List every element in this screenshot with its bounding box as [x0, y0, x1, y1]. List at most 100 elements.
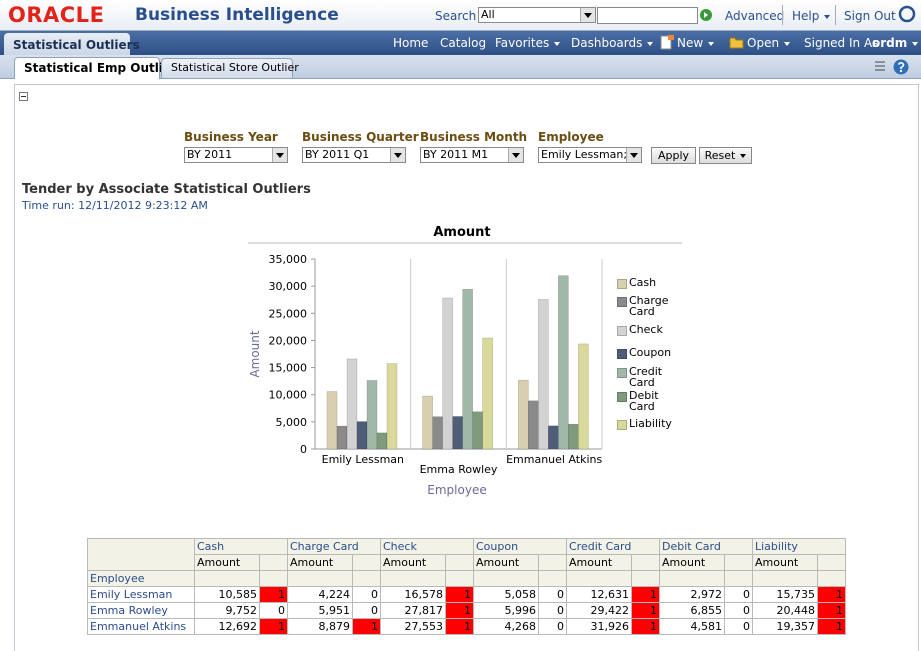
flag-cell: 1: [445, 586, 474, 603]
tab-active[interactable]: [14, 57, 160, 79]
flag-cell: 0: [352, 602, 381, 619]
data-row: Emma Rowley 9,752 0 5,951 0 27,817 1 5,996 0 29,4…: [87, 602, 846, 619]
page-options[interactable]: [873, 58, 913, 76]
favorites-label: Favorites: [495, 36, 550, 50]
prompt-label: Business Quarter: [302, 130, 419, 144]
flag-cell: 1: [259, 618, 288, 635]
column-header[interactable]: Cash: [194, 538, 288, 555]
flag-cell: 0: [352, 586, 381, 603]
prompt-value: BY 2011: [187, 148, 233, 161]
tab[interactable]: [161, 58, 293, 78]
collapse-icon[interactable]: [19, 92, 29, 102]
employee-cell[interactable]: Emmanuel Atkins: [87, 618, 195, 635]
chart: Amount 0 5,000 10,000 15,000 20,000 25,000 30,0…: [248, 225, 682, 497]
legend-label: Liability: [629, 417, 672, 430]
measure-header: Amount: [659, 554, 725, 571]
blank-cell: [259, 570, 288, 587]
reset-label: Reset: [704, 149, 736, 162]
bar: [548, 425, 559, 450]
bar: [472, 411, 483, 450]
pivot-table: Cash Charge Card Check Coupon Credit Card Deb…: [87, 538, 846, 635]
dashboards-label: Dashboards: [571, 36, 643, 50]
amount-cell: 4,224: [287, 586, 353, 603]
prompt-select[interactable]: Emily Lessman;Er: [538, 147, 642, 163]
header-row: Cash Charge Card Check Coupon Credit Card Deb…: [87, 538, 846, 571]
blank-cell: [287, 570, 353, 587]
search-scope[interactable]: All: [478, 7, 596, 23]
sign-out-link[interactable]: Sign Out: [844, 9, 896, 23]
column-header[interactable]: Charge Card: [287, 538, 381, 555]
employee-cell[interactable]: Emily Lessman: [87, 586, 195, 603]
prompt-select[interactable]: BY 2011: [184, 147, 288, 163]
sign-out-icon[interactable]: [898, 5, 916, 23]
flag-cell: 1: [631, 586, 660, 603]
employee-cell[interactable]: Emma Rowley: [87, 602, 195, 619]
prompt-value: BY 2011 M1: [423, 148, 489, 161]
open-label: Open: [747, 36, 780, 50]
search-go[interactable]: [699, 8, 713, 22]
amount-cell: 5,058: [473, 586, 539, 603]
legend-swatch: [617, 326, 627, 336]
help-menu[interactable]: Help: [792, 9, 830, 23]
measure-header: Amount: [752, 554, 818, 571]
catalog-link[interactable]: Catalog: [440, 36, 487, 50]
flag-cell: 1: [631, 602, 660, 619]
flag-cell: 1: [817, 586, 846, 603]
flag-header: [724, 554, 753, 571]
y-axis-label: Amount: [248, 330, 262, 377]
page-tab-label: Statistical Outliers: [13, 38, 140, 52]
flag-cell: 0: [724, 602, 753, 619]
measure-header: Amount: [194, 554, 260, 571]
page-tab[interactable]: [4, 33, 130, 55]
advanced-link[interactable]: Advanced: [725, 9, 785, 23]
blank-cell: [817, 570, 846, 587]
home-link[interactable]: Home: [393, 36, 429, 50]
bar: [482, 337, 493, 450]
y-tick-label: 15,000: [269, 362, 308, 375]
dashboards-menu[interactable]: Dashboards: [571, 36, 653, 50]
y-tick-label: 25,000: [269, 307, 308, 320]
favorites-menu[interactable]: Favorites: [495, 36, 560, 50]
column-header[interactable]: Liability: [752, 538, 846, 555]
time-run: Time run: 12/11/2012 9:23:12 AM: [22, 199, 208, 212]
amount-cell: 31,926: [566, 618, 632, 635]
amount-cell: 9,752: [194, 602, 260, 619]
prompt-value: Emily Lessman;Er: [541, 148, 639, 161]
user-menu[interactable]: ordm: [872, 36, 918, 50]
dropdown-arrow: [508, 148, 523, 162]
blank-cell: [194, 570, 260, 587]
apply-button[interactable]: Apply: [651, 147, 696, 164]
bar: [422, 395, 433, 450]
flag-cell: 1: [445, 618, 474, 635]
amount-cell: 10,585: [194, 586, 260, 603]
reset-button[interactable]: Reset: [699, 147, 752, 164]
amount-cell: 20,448: [752, 602, 818, 619]
flag-header: [352, 554, 381, 571]
prompt-select[interactable]: BY 2011 M1: [420, 147, 524, 163]
column-header[interactable]: Credit Card: [566, 538, 660, 555]
top-bar: [0, 0, 921, 31]
legend-label: Credit Card: [629, 365, 663, 389]
search-input[interactable]: [597, 7, 698, 24]
x-tick-label: Emily Lessman: [322, 453, 404, 466]
bar: [518, 379, 529, 450]
open-menu[interactable]: Open: [747, 36, 790, 50]
prompt-label: Employee: [538, 130, 604, 144]
column-header[interactable]: Coupon: [473, 538, 567, 555]
column-header[interactable]: Debit Card: [659, 538, 753, 555]
new-menu[interactable]: New: [677, 36, 714, 50]
blank-cell: [631, 570, 660, 587]
dropdown-arrow: [272, 148, 287, 162]
legend-swatch: [617, 392, 627, 402]
table-wrap: Cash Charge Card Check Coupon Credit Card Deb…: [87, 538, 846, 635]
legend-swatch: [617, 368, 627, 378]
prompt-select[interactable]: BY 2011 Q1: [302, 147, 406, 163]
prompt-label: Business Month: [420, 130, 528, 144]
column-header[interactable]: Check: [380, 538, 474, 555]
legend-label: Cash: [629, 276, 657, 289]
amount-cell: 27,553: [380, 618, 446, 635]
legend-label: Check: [629, 323, 663, 336]
row-header: Employee: [87, 570, 195, 587]
blank-cell: [352, 570, 381, 587]
bar: [462, 289, 473, 450]
